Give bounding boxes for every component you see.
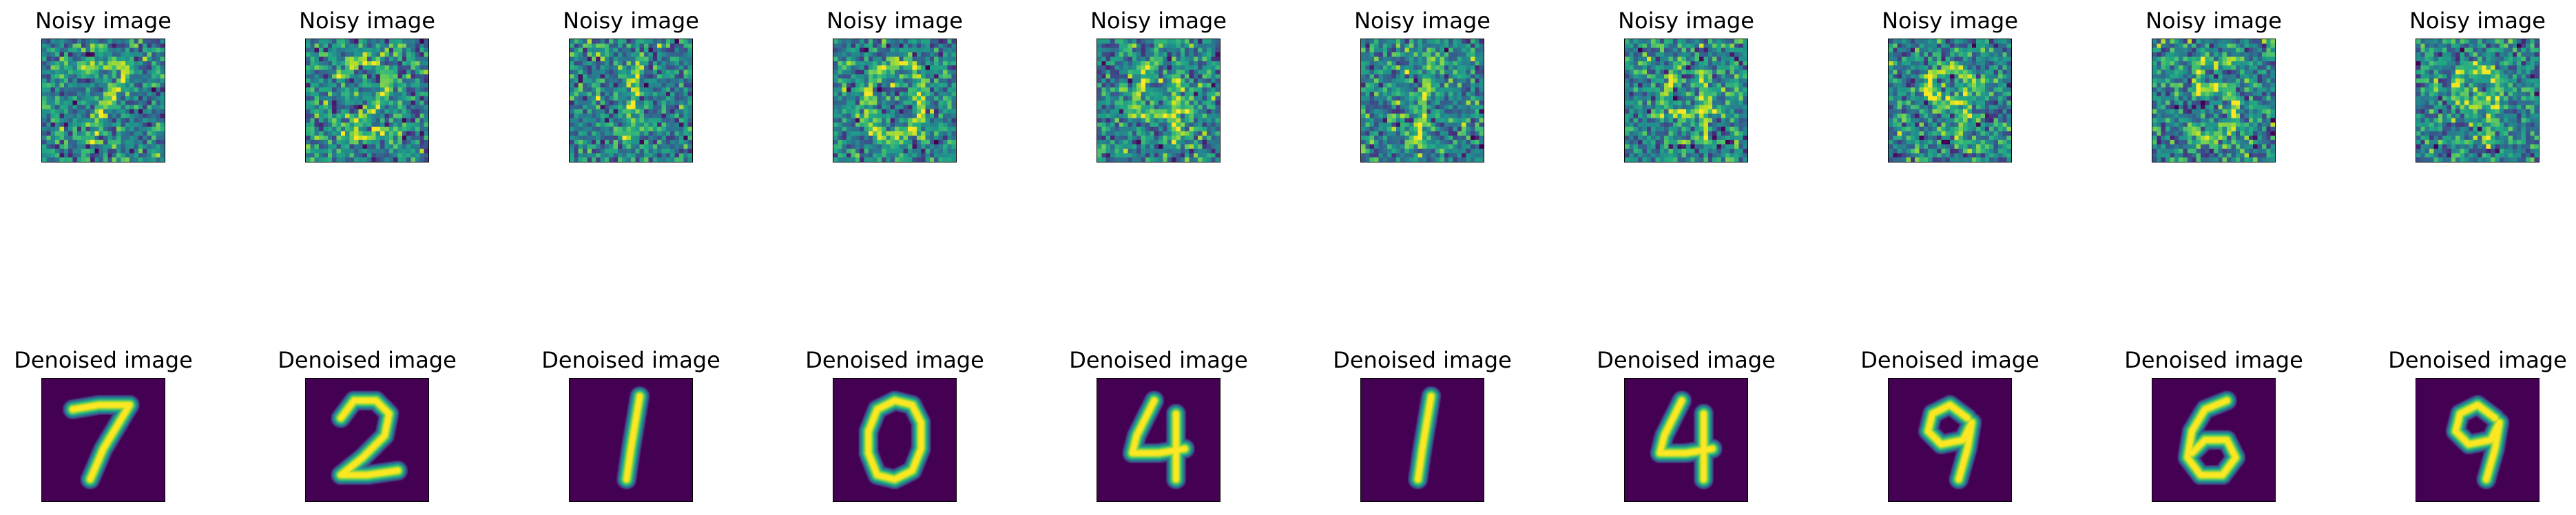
noisy-image-frame — [2416, 39, 2539, 162]
noisy-digit-image — [42, 39, 165, 162]
denoised-digit-image — [1625, 379, 1747, 501]
denoised-image-title: Denoised image — [1860, 347, 2039, 373]
noisy-image-title: Noisy image — [1882, 8, 2018, 34]
denoised-image-frame — [41, 378, 165, 502]
noisy-image-title: Noisy image — [563, 8, 699, 34]
noisy-image-title: Noisy image — [827, 8, 963, 34]
denoised-digit-image — [1097, 379, 1220, 501]
noisy-image-frame — [1888, 39, 2012, 162]
denoised-image-frame — [305, 378, 429, 502]
denoised-digit-image — [570, 379, 692, 501]
denoised-digit-image — [2416, 379, 2539, 501]
noisy-image-frame — [1624, 39, 1748, 162]
denoised-image-title: Denoised image — [541, 347, 720, 373]
noisy-digit-image — [306, 39, 428, 162]
denoised-image-frame — [569, 378, 693, 502]
denoised-image-title: Denoised image — [14, 347, 193, 373]
denoised-digit-image — [1889, 379, 2011, 501]
denoised-image-title: Denoised image — [2388, 347, 2567, 373]
noisy-digit-image — [833, 39, 956, 162]
noisy-image-title: Noisy image — [2146, 8, 2282, 34]
noisy-image-frame — [2152, 39, 2276, 162]
denoised-digit-image — [1361, 379, 1484, 501]
denoised-digit-image — [42, 379, 165, 501]
noisy-image-title: Noisy image — [1090, 8, 1227, 34]
denoised-digit-image — [306, 379, 428, 501]
noisy-image-frame — [41, 39, 165, 162]
denoised-image-title: Denoised image — [1333, 347, 1512, 373]
noisy-digit-image — [2416, 39, 2539, 162]
denoised-image-frame — [833, 378, 957, 502]
denoised-digit-image — [833, 379, 956, 501]
noisy-digit-image — [1361, 39, 1484, 162]
noisy-image-frame — [569, 39, 693, 162]
denoised-image-title: Denoised image — [805, 347, 984, 373]
noisy-digit-image — [1625, 39, 1747, 162]
denoised-image-title: Denoised image — [1069, 347, 1248, 373]
denoised-image-frame — [1624, 378, 1748, 502]
denoised-digit-image — [2152, 379, 2275, 501]
noisy-digit-image — [2152, 39, 2275, 162]
noisy-image-title: Noisy image — [299, 8, 435, 34]
noisy-image-frame — [305, 39, 429, 162]
noisy-digit-image — [1889, 39, 2011, 162]
noisy-image-title: Noisy image — [2409, 8, 2546, 34]
denoised-image-frame — [1888, 378, 2012, 502]
noisy-image-title: Noisy image — [1618, 8, 1754, 34]
noisy-image-frame — [1360, 39, 1484, 162]
denoised-image-frame — [1097, 378, 1221, 502]
noisy-image-title: Noisy image — [35, 8, 172, 34]
noisy-image-title: Noisy image — [1354, 8, 1490, 34]
denoised-image-frame — [2152, 378, 2276, 502]
denoised-image-title: Denoised image — [278, 347, 457, 373]
denoised-image-title: Denoised image — [2124, 347, 2303, 373]
denoised-image-title: Denoised image — [1597, 347, 1776, 373]
noisy-image-frame — [1097, 39, 1221, 162]
denoised-image-frame — [1360, 378, 1484, 502]
noisy-image-frame — [833, 39, 957, 162]
noisy-digit-image — [570, 39, 692, 162]
denoised-image-frame — [2416, 378, 2539, 502]
noisy-digit-image — [1097, 39, 1220, 162]
